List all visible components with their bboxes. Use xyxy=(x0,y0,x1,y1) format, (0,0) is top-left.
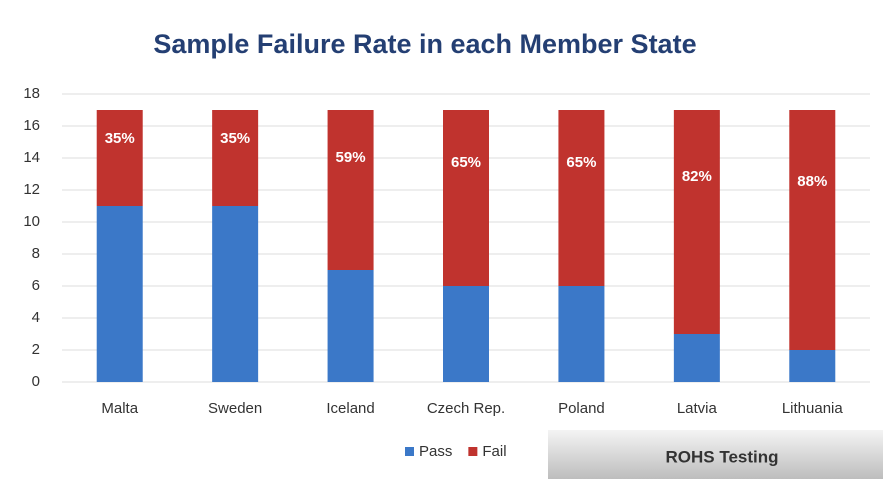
bar-segment xyxy=(212,110,259,206)
bar-label: 59% xyxy=(336,149,366,166)
annotation: ROHS Testing xyxy=(665,447,778,466)
y-tick-label: 4 xyxy=(32,309,40,326)
x-tick-label: Sweden xyxy=(208,400,262,417)
bar-segment xyxy=(443,286,489,382)
legend-swatch xyxy=(405,447,414,456)
bar-segment xyxy=(96,110,143,206)
legend-label: Fail xyxy=(482,443,506,460)
bar-segment xyxy=(327,110,374,270)
bar-label: 82% xyxy=(682,168,712,185)
bar-segment xyxy=(789,350,836,382)
y-tick-label: 16 xyxy=(23,117,40,134)
x-tick-label: Poland xyxy=(558,400,605,417)
bar-segment xyxy=(673,110,720,334)
bar-segment xyxy=(558,286,605,382)
bar-segment xyxy=(327,270,374,382)
y-tick-label: 2 xyxy=(32,341,40,358)
x-tick-label: Lithuania xyxy=(782,400,844,417)
bar-segment xyxy=(443,110,489,286)
y-tick-label: 14 xyxy=(23,149,40,166)
bar-label: 88% xyxy=(797,173,827,190)
bar-segment xyxy=(673,334,720,382)
y-tick-label: 12 xyxy=(23,181,40,198)
x-tick-label: Latvia xyxy=(677,400,718,417)
x-tick-label: Czech Rep. xyxy=(427,400,505,417)
bar-label: 65% xyxy=(451,154,481,171)
y-tick-label: 0 xyxy=(32,373,40,390)
x-tick-label: Malta xyxy=(101,400,138,417)
y-tick-label: 10 xyxy=(23,213,40,230)
bar-label: 35% xyxy=(220,130,250,147)
legend-label: Pass xyxy=(419,443,452,460)
bar-segment xyxy=(558,110,605,286)
y-tick-label: 6 xyxy=(32,277,40,294)
x-tick-label: Iceland xyxy=(326,400,374,417)
bar-segment xyxy=(96,206,143,382)
bar-segment xyxy=(212,206,259,382)
bar-label: 35% xyxy=(105,130,135,147)
bar-label: 65% xyxy=(566,154,596,171)
y-tick-label: 18 xyxy=(23,85,40,102)
annotation-box xyxy=(548,430,883,479)
legend-swatch xyxy=(468,447,478,456)
chart-title: Sample Failure Rate in each Member State xyxy=(153,29,696,59)
bar-segment xyxy=(789,110,836,350)
y-tick-label: 8 xyxy=(32,245,40,262)
